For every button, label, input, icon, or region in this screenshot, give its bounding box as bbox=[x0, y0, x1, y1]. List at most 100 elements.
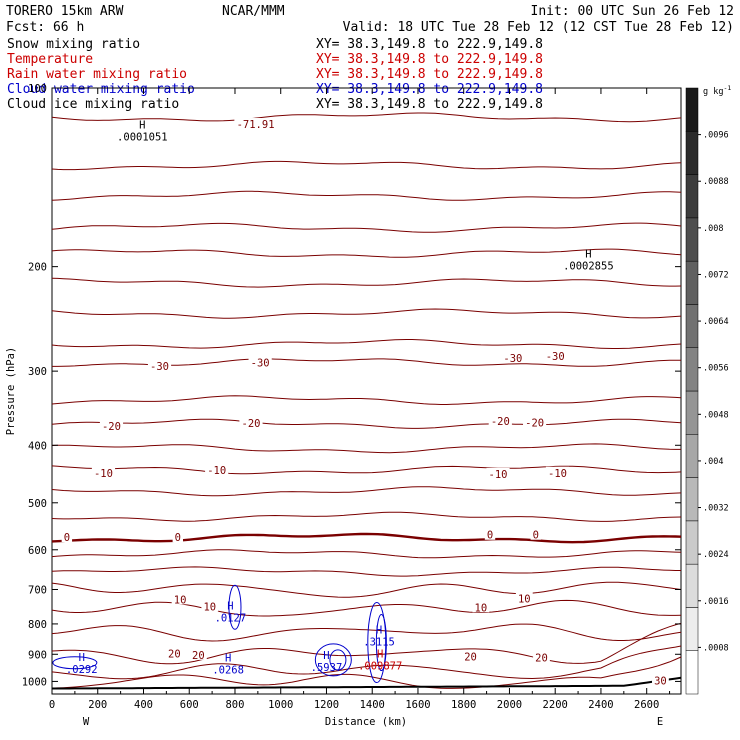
moisture-contours bbox=[52, 584, 387, 684]
colorbar-tick-label: .0032 bbox=[703, 504, 729, 514]
colorbar-segment bbox=[685, 217, 699, 262]
colorbar-segment bbox=[685, 304, 699, 348]
colorbar-segment bbox=[685, 650, 699, 695]
contour-label: 10 bbox=[518, 594, 531, 606]
isotherm-line bbox=[51, 581, 682, 598]
contour-label: -10 bbox=[94, 468, 113, 480]
y-tick-label: 300 bbox=[28, 366, 47, 378]
x-tick-label: 2200 bbox=[543, 699, 568, 711]
contour-label-bg bbox=[515, 592, 533, 604]
contour-labels: -71.91 -30 -30 -30 -30 -20 -20 -20 -20 -10 -10 -10 -… bbox=[61, 118, 669, 688]
cloud-water-contour bbox=[375, 614, 387, 672]
field-section-coords: XY= 38.3,149.8 to 222.9,149.8 bbox=[316, 67, 543, 82]
contour-label: 20 bbox=[168, 649, 181, 661]
forecast-hour: Fcst: 66 h bbox=[6, 20, 84, 35]
isotherm-line bbox=[51, 465, 682, 475]
colorbar-segment bbox=[685, 347, 699, 392]
x-axis: 0 200 400 600 800 1000 1200 1400 1600 1800 2000 220… bbox=[49, 88, 671, 711]
isotherm-line bbox=[51, 418, 682, 429]
cloud-water-contour bbox=[367, 602, 387, 684]
x-tick-label: 0 bbox=[49, 699, 55, 711]
extremum-symbol: H bbox=[139, 119, 145, 131]
colorbar-tick-label: .0048 bbox=[703, 410, 729, 420]
colorbar-segment bbox=[685, 607, 699, 651]
isotherm-line bbox=[51, 656, 682, 689]
init-time: Init: 00 UTC Sun 26 Feb 12 bbox=[531, 4, 735, 19]
contour-label-bg bbox=[472, 601, 490, 613]
colorbar-tick-label: .0088 bbox=[703, 177, 729, 187]
contour-label: 30 bbox=[654, 676, 667, 688]
contour-label: 0 bbox=[487, 530, 493, 542]
isotherm-line bbox=[51, 532, 682, 544]
contour-label-bg bbox=[545, 466, 570, 478]
contour-label-bg bbox=[239, 417, 263, 429]
isotherm-line bbox=[52, 358, 681, 367]
colorbar-segment bbox=[685, 174, 699, 219]
isotherm-line bbox=[51, 599, 682, 617]
extremum-symbol: H bbox=[79, 652, 85, 664]
extremum-symbol: H bbox=[227, 601, 233, 613]
contour-label: -20 bbox=[491, 416, 510, 428]
contour-label: -10 bbox=[207, 465, 226, 477]
isotherm-line bbox=[51, 486, 682, 497]
extremum-value: .009877 bbox=[358, 661, 402, 673]
contour-label: -30 bbox=[503, 353, 522, 365]
colorbar-segment bbox=[685, 434, 699, 478]
extremum-value: .0268 bbox=[212, 665, 244, 677]
isotherm-line bbox=[51, 443, 681, 454]
colorbar-tick-label: .0016 bbox=[703, 597, 729, 607]
contour-label-bg bbox=[530, 528, 541, 540]
contour-label-bg bbox=[91, 466, 116, 478]
extremum-symbol: H bbox=[323, 650, 329, 662]
colorbar-unit: g kg-1 bbox=[703, 84, 731, 97]
isotherm-line bbox=[51, 395, 682, 405]
y-tick-label: 500 bbox=[28, 498, 47, 510]
org-title: NCAR/MMM bbox=[222, 4, 285, 19]
extremum-value: .3115 bbox=[363, 636, 395, 648]
isotherm-line bbox=[51, 623, 682, 642]
field-name: Cloud water mixing ratio bbox=[7, 82, 195, 97]
contour-label: -20 bbox=[102, 421, 121, 433]
contour-label-bg bbox=[165, 647, 183, 659]
isotherm-line bbox=[51, 549, 682, 559]
contour-label: -20 bbox=[525, 417, 544, 429]
contour-label: -10 bbox=[489, 469, 508, 481]
isotherm-line bbox=[51, 339, 682, 349]
x-axis-title: Distance (km) bbox=[325, 716, 407, 728]
isotherm-line bbox=[51, 222, 682, 233]
field-name: Rain water mixing ratio bbox=[7, 67, 187, 82]
contour-label-bg bbox=[484, 528, 496, 540]
colorbar-segment bbox=[685, 390, 699, 435]
colorbar-tick-label: .0008 bbox=[703, 643, 729, 653]
x-tick-label: 200 bbox=[88, 699, 107, 711]
colorbar-unit-base: g kg bbox=[703, 87, 723, 97]
cloud-water-contour bbox=[228, 584, 242, 630]
y-tick-label: 1000 bbox=[22, 676, 47, 688]
y-tick-label: 100 bbox=[28, 83, 47, 95]
model-title: TORERO 15km ARW bbox=[6, 4, 124, 19]
contour-label-bg bbox=[201, 600, 219, 612]
x-tick-label: 2400 bbox=[588, 699, 613, 711]
contour-label: -20 bbox=[242, 418, 261, 430]
contour-label-bg bbox=[488, 414, 512, 426]
contour-label: -10 bbox=[548, 468, 567, 480]
extremum-value: .0001051 bbox=[117, 131, 168, 143]
contour-label: 10 bbox=[203, 602, 216, 614]
contour-label: -30 bbox=[546, 351, 565, 363]
x-west-label: W bbox=[83, 716, 90, 728]
x-tick-label: 2000 bbox=[497, 699, 522, 711]
isotherm-line bbox=[51, 511, 682, 522]
colorbar-tick-label: .0064 bbox=[703, 317, 729, 327]
extremum-value: .0127 bbox=[215, 613, 247, 625]
y-tick-label: 600 bbox=[28, 545, 47, 557]
colorbar-tick-label: .008 bbox=[703, 224, 723, 234]
extremum-value: .0002855 bbox=[563, 260, 614, 272]
cloud-water-contour bbox=[52, 656, 98, 670]
extremum-symbol: H bbox=[377, 649, 383, 661]
colorbar-tick-label: .004 bbox=[703, 457, 723, 467]
contour-label: 20 bbox=[464, 652, 477, 664]
contour-label-bg bbox=[147, 359, 172, 371]
contour-label: 10 bbox=[174, 594, 187, 606]
contour-label: 20 bbox=[535, 653, 548, 665]
